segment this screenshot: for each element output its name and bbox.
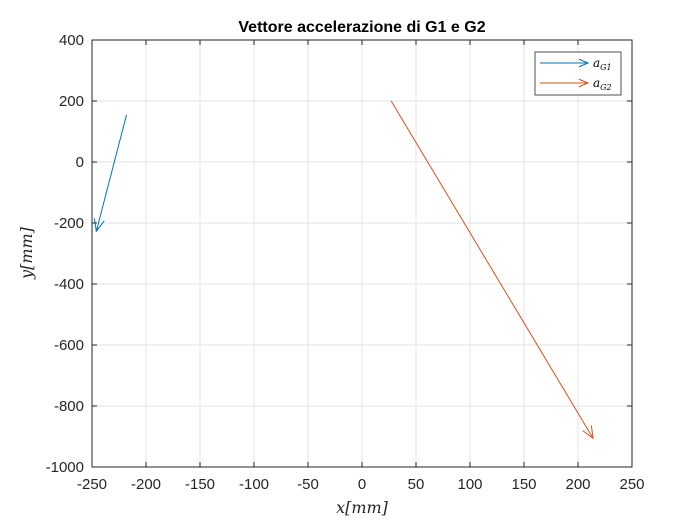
legend-swatch-1-head [578,58,590,68]
x-tick-label: -200 [131,476,161,493]
series-arrow-1-shaft [95,114,128,232]
chart-title: Vettore accelerazione di G1 e G2 [238,19,485,36]
x-axis-label: x[mm] [336,498,389,517]
series-arrow-2 [390,100,594,440]
y-tick-label: -400 [54,276,84,293]
x-tick-label: -100 [239,476,269,493]
y-tick-label: -800 [54,398,84,415]
y-tick-label: -200 [54,215,84,232]
y-tick-label: -600 [54,337,84,354]
y-tick-label: -1000 [46,459,84,476]
x-tick-label: 150 [511,476,536,493]
series-arrow-2-head [582,425,594,440]
legend-swatch-2-head [578,78,590,88]
legend-label-2: aG2 [593,76,612,92]
legend-swatch-1 [540,58,590,68]
x-tick-label: 100 [457,476,482,493]
x-tick-label: 250 [619,476,644,493]
legend-box [534,51,622,96]
x-tick-label: -150 [185,476,215,493]
x-tick-label: -50 [297,476,319,493]
y-axis-label: y[mm] [17,226,36,280]
series-arrow-2-shaft [390,100,594,439]
x-tick-label: 0 [358,476,366,493]
y-tick-labels: -1000 -800 -600 -400 -200 0 200 400 [46,32,84,476]
legend-swatch-2 [540,78,590,88]
x-tick-labels: -250 -200 -150 -100 -50 0 50 100 150 200 250 [77,476,645,493]
x-tick-label: 200 [565,476,590,493]
y-tick-label: 400 [59,32,84,49]
legend-label-1: aG1 [593,56,612,72]
ticks [91,39,633,468]
x-tick-label: -250 [77,476,107,493]
y-tick-label: 200 [59,93,84,110]
x-tick-label: 50 [408,476,425,493]
y-tick-label: 0 [76,154,84,171]
